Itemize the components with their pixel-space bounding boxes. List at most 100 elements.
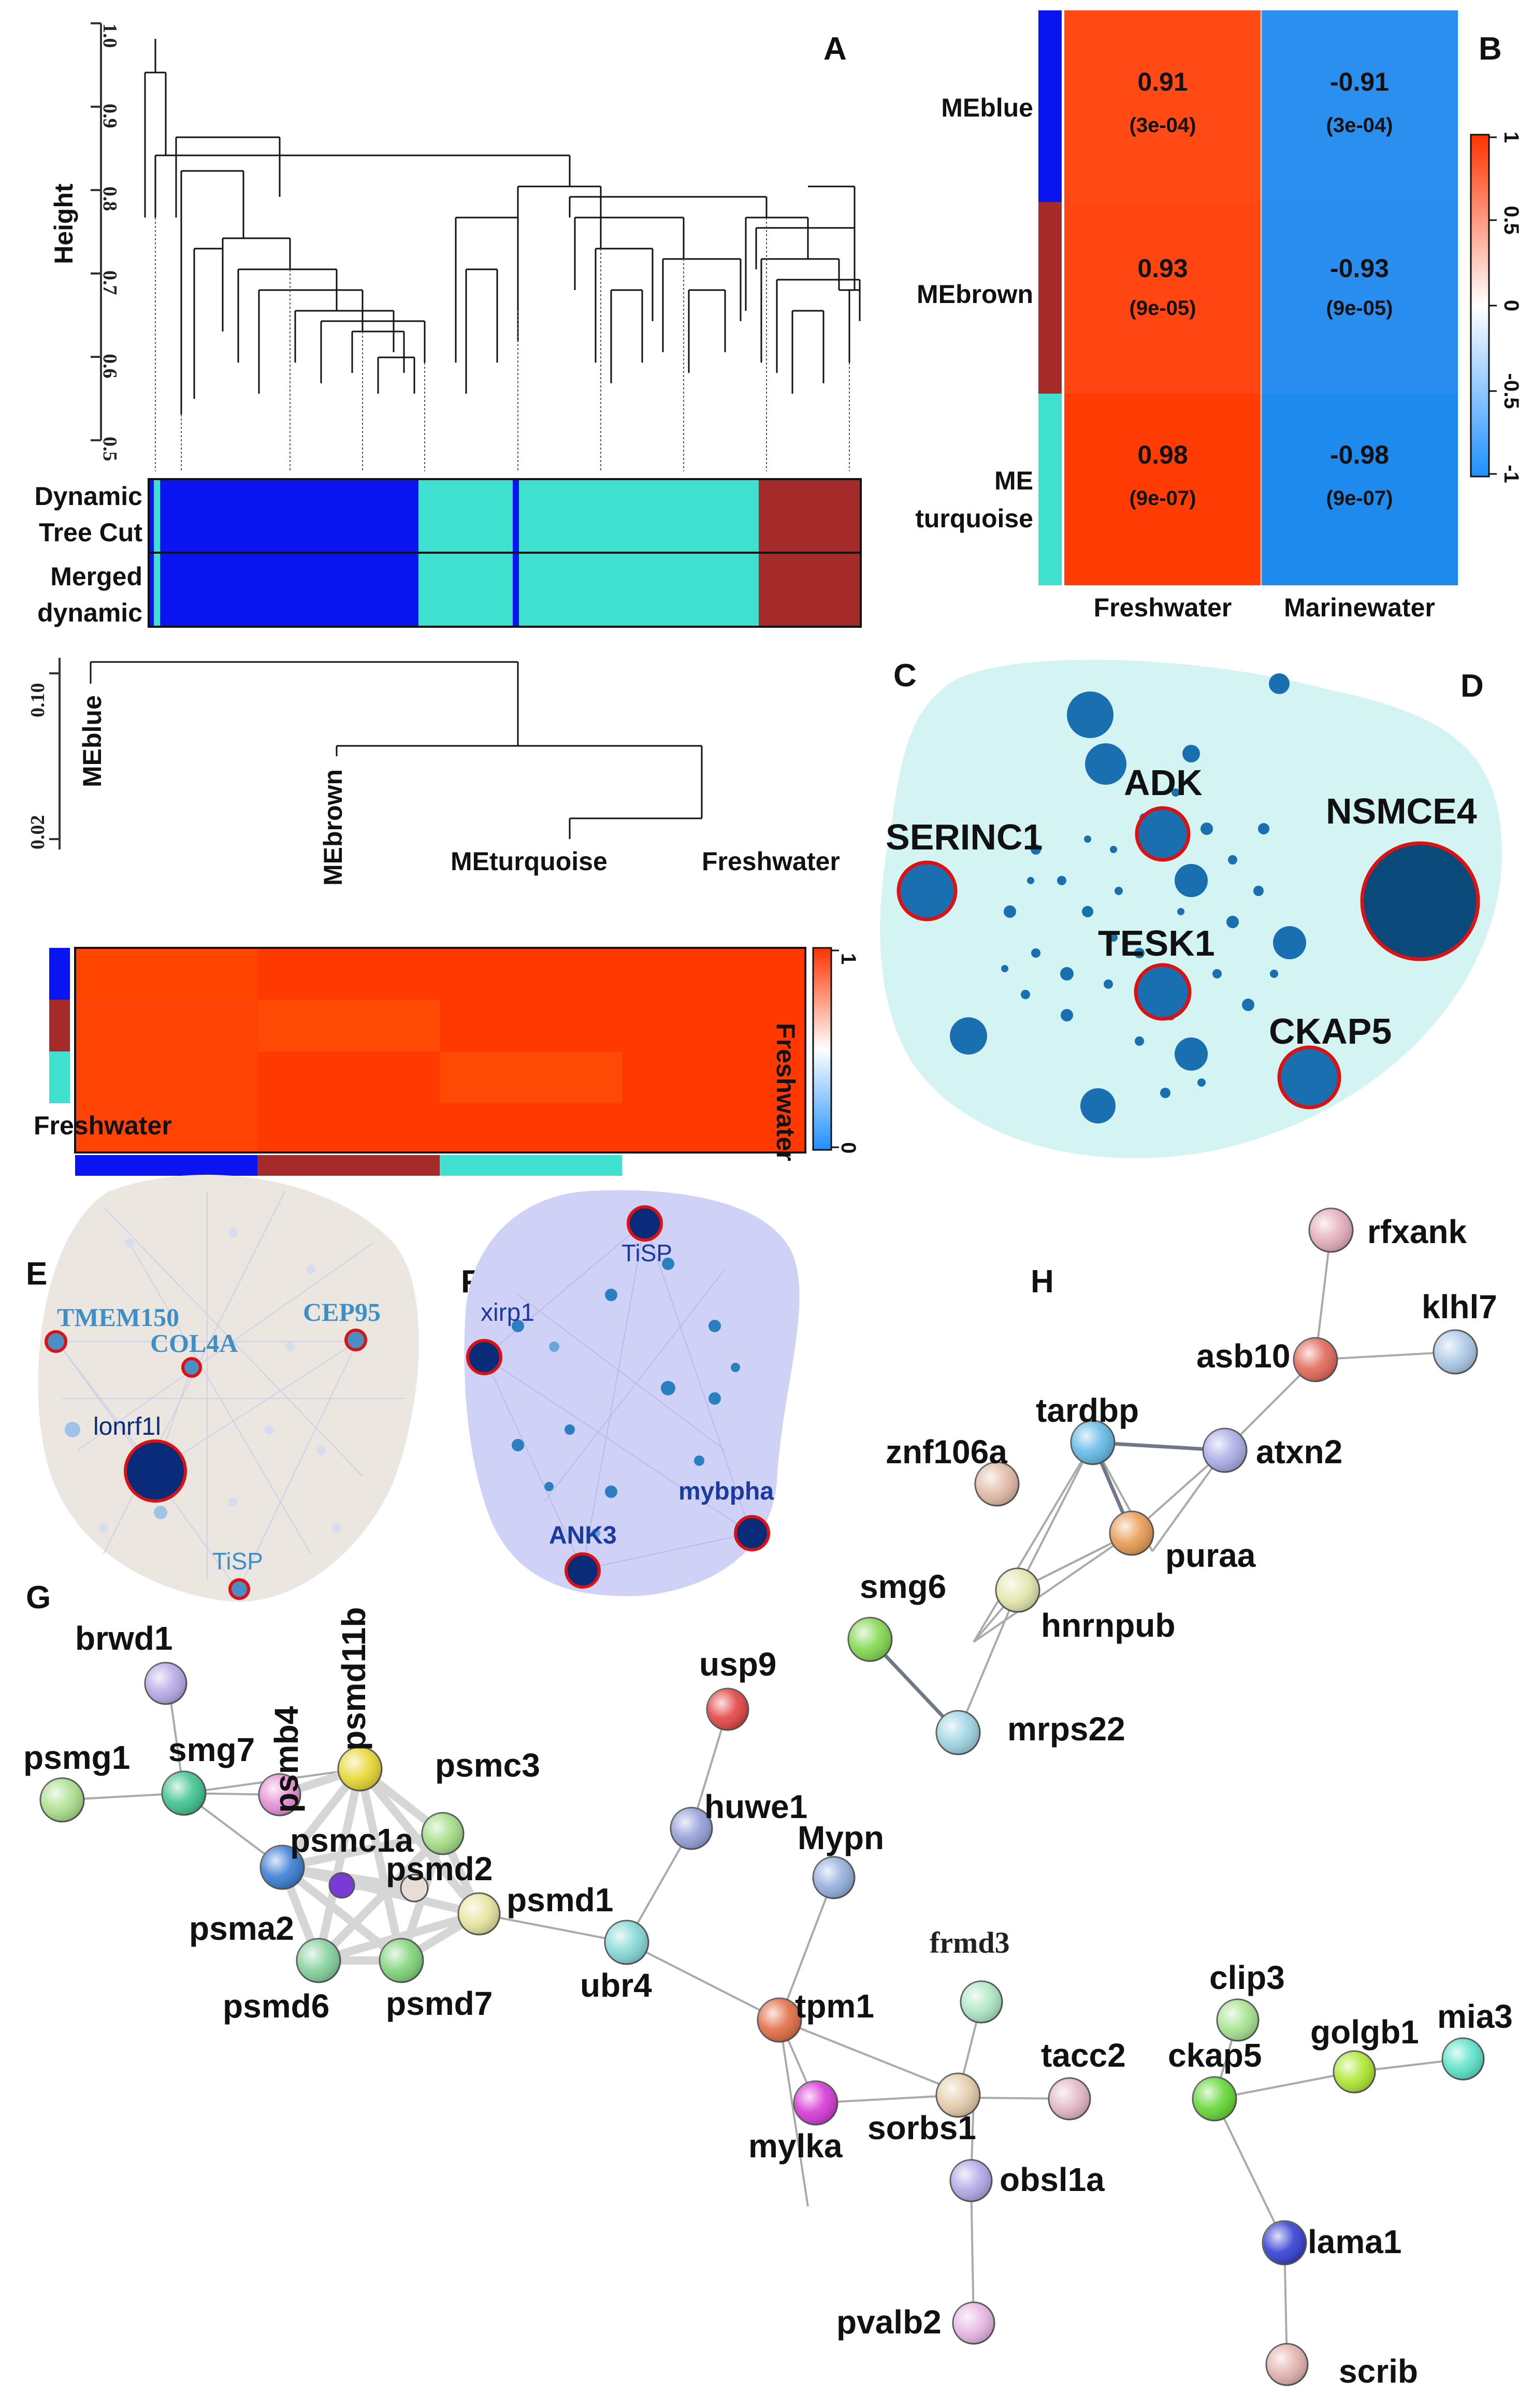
label-tisp-e: TiSP	[212, 1548, 263, 1575]
hub-label-nsmce4: NSMCE4	[1326, 791, 1477, 831]
col-label-marinewater: Marinewater	[1284, 593, 1435, 622]
label-mypn: Mypn	[798, 1819, 884, 1856]
trait-colorbar	[1470, 134, 1490, 478]
node-ank3	[565, 1552, 601, 1589]
label-mybpha: mybpha	[678, 1478, 774, 1505]
node-tisp-e	[228, 1578, 250, 1600]
cb-tick-neg-0.5: -0.5	[1500, 373, 1523, 409]
panel-letter-b: B	[1479, 31, 1502, 67]
heatmap-row-label: Freshwater	[34, 1111, 172, 1140]
network-nodes	[950, 673, 1306, 1123]
panel-letter-e: E	[26, 1256, 47, 1292]
label-psmd11b: psmd11b	[335, 1607, 372, 1751]
label-psmc3: psmc3	[435, 1747, 540, 1784]
hub-node-tesk1	[1134, 963, 1192, 1021]
hub-nodes	[896, 806, 1480, 1109]
panel-h: H	[847, 1207, 1497, 1755]
label-psmd6: psmd6	[223, 1987, 329, 2025]
label-psma2: psma2	[189, 1910, 294, 1947]
label-sorbs1: sorbs1	[867, 2109, 976, 2146]
label-ckap5: ckap5	[1168, 2037, 1262, 2074]
cb-tick-0: 0	[1500, 300, 1523, 311]
hub-label-adk: ADK	[1124, 762, 1203, 803]
label-psmd2: psmd2	[386, 1850, 493, 1887]
cell-value-blue-fresh: 0.91	[1137, 67, 1188, 96]
panel-e-hull	[38, 1175, 419, 1602]
label-znf106a: znf106a	[886, 1433, 1007, 1470]
label-asb10: asb10	[1196, 1337, 1290, 1375]
ytick-4: 0.7	[99, 270, 121, 295]
label-tpm1: tpm1	[795, 1987, 874, 2025]
label-huwe1: huwe1	[704, 1788, 807, 1825]
heatmap-col-label: Freshwater	[771, 1023, 800, 1161]
node-mybpha	[734, 1515, 770, 1551]
label-psmd1: psmd1	[507, 1881, 613, 1919]
cb-tick-neg-1: -1	[1500, 465, 1523, 483]
label-obsl1a: obsl1a	[1000, 2161, 1105, 2198]
cell-value-blue-marine: -0.91	[1330, 67, 1389, 96]
cell-value-brown-marine: -0.93	[1330, 254, 1389, 283]
label-ubr4: ubr4	[580, 1967, 652, 2004]
label-psmg1: psmg1	[23, 1739, 130, 1776]
cell-p-blue-marine: (3e-04)	[1326, 114, 1393, 137]
heatmap-cb-tick-0: 0	[837, 1142, 860, 1153]
label-cep95: CEP95	[303, 1297, 381, 1326]
hub-label-ckap5: CKAP5	[1269, 1011, 1392, 1051]
node-cep95	[344, 1329, 367, 1351]
cell-p-turq-fresh: (9e-07)	[1130, 487, 1196, 510]
label-tardbp: tardbp	[1036, 1392, 1139, 1429]
eigengene-dendrogram	[90, 661, 703, 839]
trait-colorbar-ticks	[1489, 136, 1497, 475]
panel-h-node-shine	[848, 1208, 1477, 1754]
label-brwd1: brwd1	[75, 1620, 172, 1657]
panel-f-edges	[484, 1222, 751, 1570]
label-psmb4: psmb4	[268, 1706, 305, 1813]
cell-p-brown-marine: (9e-05)	[1326, 297, 1393, 320]
ytick-3: 0.8	[99, 186, 121, 211]
panel-a: A 1.0 0.9 0.8 0.7 0.6 0.5 Height	[35, 22, 862, 628]
panel-f-minor-nodes	[512, 1258, 740, 1538]
node-xirp1	[466, 1339, 502, 1375]
module-color-bars	[148, 478, 862, 628]
panel-c-d: C D ADK NSMCE4	[880, 658, 1502, 1159]
row-label-mebrown: MEbrown	[917, 280, 1033, 309]
row-label-meblue: MEblue	[941, 93, 1033, 122]
node-lonrf1l	[124, 1439, 187, 1503]
label-rfxank: rfxank	[1367, 1213, 1467, 1250]
panel-letter-c: C	[893, 658, 917, 694]
label-xirp1: xirp1	[481, 1299, 534, 1326]
ytick-5: 0.6	[99, 354, 121, 379]
leaf-label-meblue: MEblue	[78, 695, 107, 787]
row-label-me: ME	[994, 466, 1033, 495]
panel-e-minor-nodes	[65, 1228, 341, 1533]
label-mylka: mylka	[748, 2127, 843, 2165]
cb-tick-0.5: 0.5	[1500, 206, 1523, 235]
bar-label-dynamic: Dynamic	[35, 482, 142, 511]
y-axis-ticks	[91, 22, 101, 441]
panel-letter-a: A	[823, 31, 847, 67]
panel-letter-d: D	[1460, 668, 1484, 704]
cell-value-turq-fresh: 0.98	[1137, 440, 1188, 469]
leaf-stems	[155, 218, 850, 471]
bar-label-merged: Merged	[50, 562, 142, 591]
label-usp9: usp9	[699, 1646, 776, 1683]
label-ank3: ANK3	[549, 1522, 617, 1549]
label-lama1: lama1	[1308, 2223, 1401, 2260]
ytick-6: 0.5	[99, 437, 121, 462]
bar-label-tree-cut: Tree Cut	[39, 518, 142, 547]
dendrogram-tree	[144, 39, 861, 414]
network-hull	[880, 659, 1502, 1159]
label-mia3: mia3	[1437, 1998, 1513, 2035]
panel-h-nodes	[847, 1207, 1478, 1755]
label-klhl7: klhl7	[1422, 1288, 1497, 1325]
node-col4a	[181, 1357, 202, 1378]
label-clip3: clip3	[1209, 1959, 1285, 1996]
y-axis-label: Height	[49, 183, 78, 264]
panel-h-edges	[957, 1230, 1456, 1733]
node-tmem150	[45, 1330, 67, 1353]
ytick-1: 1.0	[99, 23, 121, 48]
label-smg7: smg7	[168, 1731, 255, 1768]
panel-f: F TiSP xirp1 mybpha ANK3	[461, 1190, 800, 1596]
hub-label-tesk1: TESK1	[1098, 923, 1215, 963]
col-label-freshwater: Freshwater	[1094, 593, 1232, 622]
